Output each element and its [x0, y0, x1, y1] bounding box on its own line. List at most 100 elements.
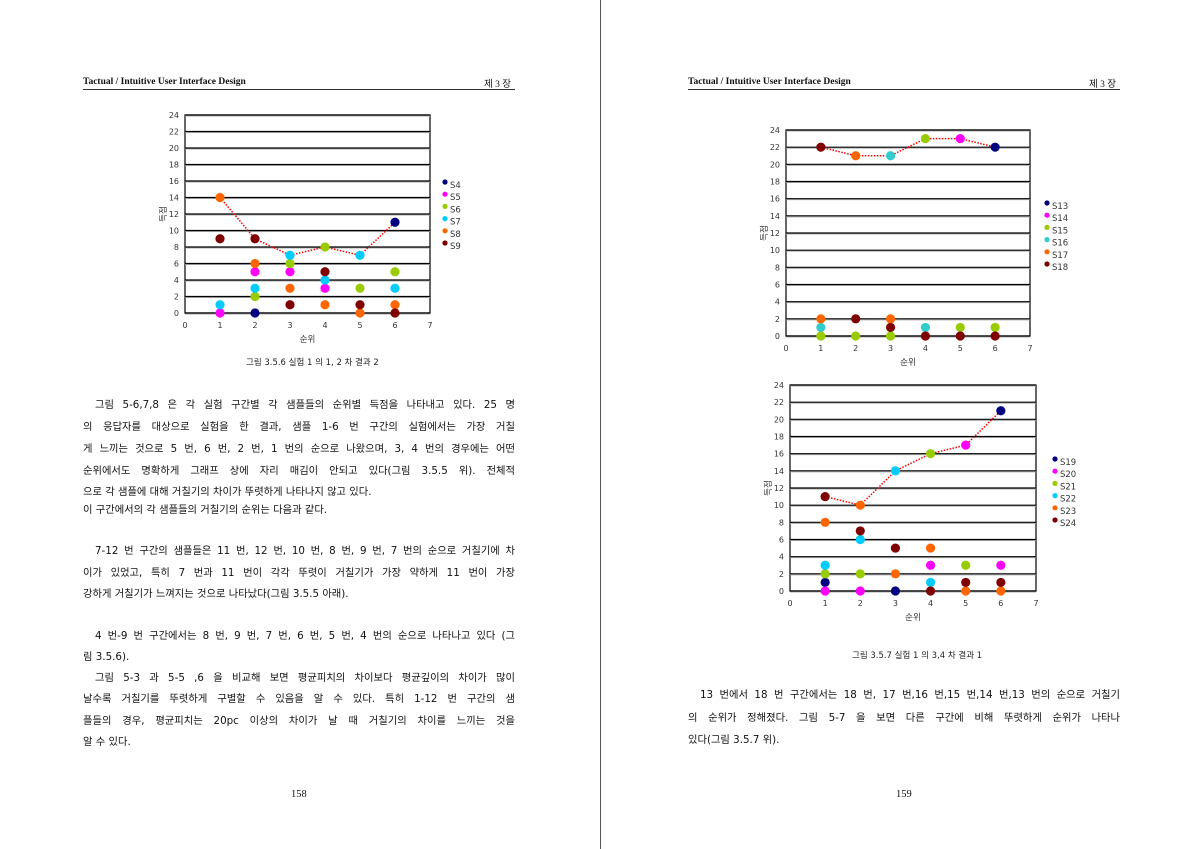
data-point-s6 — [390, 267, 400, 277]
y-tick-label: 24 — [774, 381, 784, 390]
text-line: 의 순위가 정해졌다. 그림 5-7 을 보면 다른 구간에 비해 뚜렷하게 순… — [688, 712, 1120, 724]
y-tick-label: 10 — [169, 227, 179, 236]
x-tick-label: 3 — [888, 344, 893, 353]
y-tick-label: 4 — [775, 298, 780, 307]
data-point-s19 — [890, 586, 901, 596]
y-axis-label: 득점 — [763, 480, 774, 496]
data-point-s6 — [285, 258, 295, 269]
data-point-s20 — [996, 560, 1006, 570]
header-title: Tactual / Intuitive User Interface Desig… — [688, 77, 851, 87]
legend-label: S5 — [450, 193, 461, 203]
data-point-s21 — [961, 560, 971, 570]
data-point-s9 — [250, 234, 260, 244]
y-tick-label: 6 — [775, 281, 780, 290]
data-point-s8 — [250, 258, 260, 269]
data-point-s8 — [285, 283, 295, 293]
y-tick-label: 10 — [770, 246, 780, 255]
legend-marker — [442, 179, 448, 185]
data-point-s9 — [215, 234, 225, 244]
legend-label: S17 — [1052, 251, 1068, 261]
y-tick-label: 8 — [775, 263, 780, 272]
y-tick-label: 24 — [770, 126, 780, 135]
legend-marker — [1044, 224, 1050, 230]
x-tick-label: 6 — [998, 599, 1003, 608]
x-axis-label: 순위 — [905, 613, 921, 623]
data-point-s15 — [990, 322, 1000, 333]
x-tick-label: 4 — [923, 344, 928, 353]
y-tick-label: 10 — [774, 501, 784, 510]
y-tick-label: 18 — [774, 433, 784, 442]
header-chapter: 제 3 장 — [484, 80, 511, 90]
y-tick-label: 16 — [770, 195, 780, 204]
figure-caption: 그림 3.5.6 실험 1 의 1, 2 차 결과 2 — [246, 358, 379, 368]
legend-label: S22 — [1060, 495, 1076, 505]
data-point-s19 — [996, 406, 1006, 416]
data-point-s19 — [820, 577, 830, 588]
y-tick-label: 22 — [770, 143, 780, 152]
y-tick-label: 0 — [775, 332, 780, 341]
data-point-s15 — [955, 322, 965, 333]
data-point-s24 — [855, 526, 865, 536]
x-tick-label: 1 — [823, 599, 828, 608]
data-point-s23 — [961, 586, 971, 596]
data-point-s17 — [851, 151, 861, 161]
data-point-s7 — [215, 300, 225, 310]
data-point-s24 — [890, 543, 901, 553]
data-point-s9 — [390, 308, 400, 318]
text-line: 게 느끼는 것으로 5 번, 6 번, 2 번, 1 번의 순으로 나왔으며, … — [83, 443, 515, 455]
legend-marker — [1052, 493, 1058, 499]
data-point-s7 — [285, 250, 295, 260]
data-point-s20 — [925, 560, 936, 570]
legend-marker — [442, 191, 448, 197]
data-point-s21 — [855, 569, 865, 579]
legend-marker — [442, 216, 448, 222]
data-point-s22 — [925, 577, 936, 588]
text-line: 이 구간에서의 각 샘플들의 거칠기의 순위는 다음과 같다. — [83, 504, 328, 516]
text-line: 있다(그림 3.5.7 위). — [688, 734, 780, 746]
data-point-s7 — [320, 275, 330, 285]
data-point-s24 — [925, 586, 936, 596]
data-point-s22 — [855, 534, 865, 545]
y-tick-label: 20 — [169, 144, 179, 153]
y-tick-label: 2 — [775, 315, 780, 324]
legend-label: S6 — [450, 205, 461, 215]
x-tick-label: 6 — [993, 344, 998, 353]
legend-label: S24 — [1060, 519, 1076, 529]
data-point-s18 — [955, 331, 965, 341]
data-point-s16 — [920, 322, 931, 333]
data-point-s5 — [250, 267, 260, 277]
y-tick-label: 20 — [774, 415, 784, 424]
data-point-s18 — [990, 331, 1000, 341]
text-line: 으로 각 샘플에 대해 거칠기의 차이가 뚜렷하게 나타나지 않고 있다. — [83, 486, 372, 498]
x-tick-label: 7 — [1027, 344, 1032, 353]
data-point-s14 — [955, 133, 965, 144]
x-axis-label: 순위 — [900, 358, 916, 368]
x-tick-label: 7 — [1033, 599, 1038, 608]
data-point-s23 — [855, 500, 865, 510]
data-point-s8 — [215, 192, 225, 203]
y-tick-label: 24 — [169, 111, 179, 120]
data-point-s23 — [925, 543, 936, 553]
y-tick-label: 6 — [174, 260, 179, 269]
data-point-s18 — [851, 314, 861, 324]
legend-marker — [1044, 249, 1050, 255]
legend-marker — [1052, 456, 1058, 462]
text-line: 그림 5-6,7,8 은 각 실험 구간별 각 샘플들의 순위별 득점을 나타내… — [95, 399, 515, 411]
text-line: 이가 있었고, 특히 7 번과 11 번이 각각 뚜렷이 거칠기가 가장 약하게… — [83, 567, 515, 579]
page-divider — [600, 0, 601, 849]
data-point-s7 — [250, 283, 260, 293]
y-tick-label: 14 — [169, 194, 179, 203]
text-line: 의 응답자를 대상으로 실험을 한 결과, 샘플 1-6 번 구간의 실험에서는… — [83, 421, 515, 433]
legend-label: S8 — [450, 230, 461, 240]
text-line: 강하게 거칠기가 느껴지는 것으로 나타났다(그림 3.5.5 아래). — [83, 588, 349, 600]
x-tick-label: 0 — [787, 599, 792, 608]
data-point-s22 — [890, 466, 901, 476]
data-point-s15 — [920, 133, 931, 144]
y-tick-label: 4 — [779, 553, 784, 562]
y-tick-label: 2 — [779, 570, 784, 579]
y-tick-label: 0 — [779, 587, 784, 596]
y-axis-label: 득점 — [759, 225, 770, 241]
y-tick-label: 20 — [770, 160, 780, 169]
right-page-header: Tactual / Intuitive User Interface Desig… — [688, 76, 1120, 90]
